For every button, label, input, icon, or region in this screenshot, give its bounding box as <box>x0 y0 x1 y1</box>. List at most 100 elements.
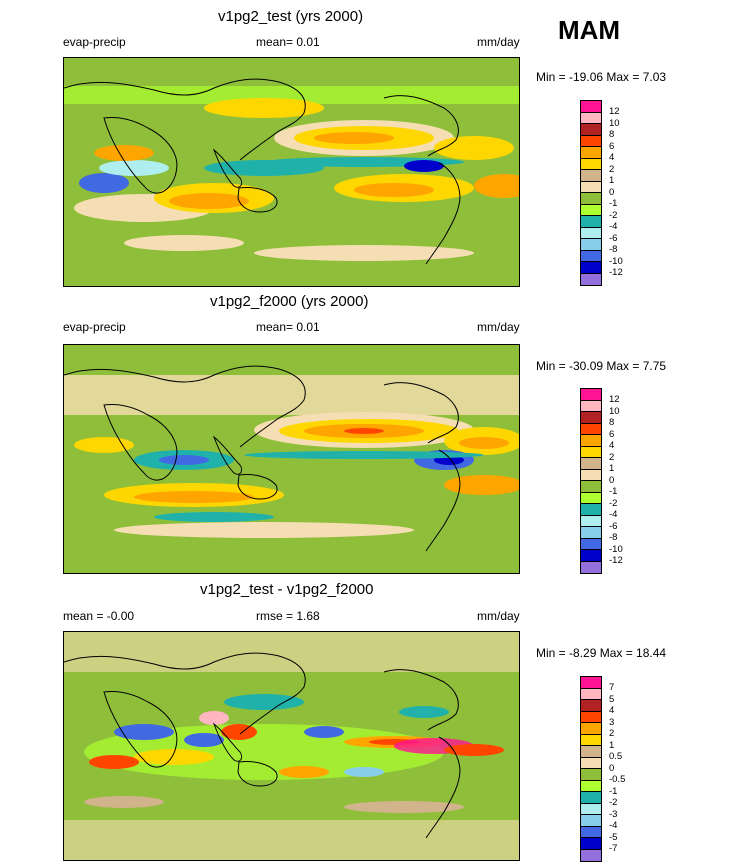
panel-1-tick: -4 <box>609 221 618 232</box>
panel-3-swatch <box>581 780 601 792</box>
panel-2-swatch <box>581 446 601 458</box>
panel-2-title: v1pg2_f2000 (yrs 2000) <box>210 293 369 310</box>
panel-1-tick: 0 <box>609 187 615 198</box>
panel-1-swatch <box>581 112 601 124</box>
panel-1-swatch <box>581 147 601 159</box>
panel-3-swatch <box>581 688 601 700</box>
panel-1-swatch <box>581 239 601 251</box>
panel-3-units: mm/day <box>477 609 520 623</box>
panel-1-title: v1pg2_test (yrs 2000) <box>218 8 364 25</box>
panel-3-swatch <box>581 746 601 758</box>
panel-2-swatch <box>581 412 601 424</box>
panel-3-swatch <box>581 711 601 723</box>
panel-3-tick: 3 <box>609 717 615 728</box>
panel-2-swatch <box>581 538 601 550</box>
panel-2-tick: -4 <box>609 509 618 520</box>
panel-3-swatch <box>581 838 601 850</box>
panel-3-tick: 7 <box>609 682 615 693</box>
panel-3-tick: 0.5 <box>609 751 623 762</box>
panel-3-swatch <box>581 769 601 781</box>
panel-3-swatch <box>581 734 601 746</box>
panel-2-tick: 2 <box>609 452 615 463</box>
panel-1-swatch <box>581 193 601 205</box>
panel-2-tick: 0 <box>609 475 615 486</box>
panel-2-swatch <box>581 550 601 562</box>
panel-2-minmax: Min = -30.09 Max = 7.75 <box>536 359 667 373</box>
panel-3-tick: -7 <box>609 843 618 854</box>
panel-1-tick: 1 <box>609 175 615 186</box>
panel-1-tick: 4 <box>609 152 615 163</box>
panel-3-tick: 2 <box>609 728 615 739</box>
panel-1-swatch <box>581 216 601 228</box>
panel-3-map-field <box>64 632 519 860</box>
panel-2-tick: -8 <box>609 532 618 543</box>
panel-2-tick: 4 <box>609 440 615 451</box>
panel-3-swatch <box>581 723 601 735</box>
panel-1-tick: -1 <box>609 198 618 209</box>
panel-3-tick: -1 <box>609 786 618 797</box>
panel-2-swatch <box>581 389 601 401</box>
panel-2-map-field <box>64 345 519 573</box>
panel-3-tick: 4 <box>609 705 615 716</box>
panel-2-swatch <box>581 435 601 447</box>
panel-2-swatch <box>581 481 601 493</box>
panel-1-tick: -2 <box>609 210 618 221</box>
panel-3-tick: 1 <box>609 740 615 751</box>
panel-1-swatch <box>581 250 601 262</box>
panel-2-map <box>63 344 520 574</box>
panel-2-swatch <box>581 515 601 527</box>
panel-2-tick: -10 <box>609 544 623 555</box>
panel-2-tick: -12 <box>609 555 623 566</box>
panel-1-swatch <box>581 170 601 182</box>
panel-3-tick: -5 <box>609 832 618 843</box>
panel-2-swatch <box>581 561 601 573</box>
panel-1-tick: -6 <box>609 233 618 244</box>
panel-3-swatch <box>581 803 601 815</box>
panel-2-tick: -2 <box>609 498 618 509</box>
panel-3-tick: -4 <box>609 820 618 831</box>
panel-3-tick: 5 <box>609 694 615 705</box>
panel-3-map <box>63 631 520 861</box>
panel-3-minmax: Min = -8.29 Max = 18.44 <box>536 646 667 660</box>
panel-3-tick: -0.5 <box>609 774 626 785</box>
panel-2-swatch <box>581 423 601 435</box>
panel-1-tick: 8 <box>609 129 615 140</box>
panel-1-swatch <box>581 101 601 113</box>
panel-2-tick: -1 <box>609 486 618 497</box>
panel-1-minmax: Min = -19.06 Max = 7.03 <box>536 70 667 84</box>
panel-3-colorbar <box>580 676 602 862</box>
panel-3-swatch <box>581 849 601 861</box>
panel-3-tick: 0 <box>609 763 615 774</box>
panel-1-mean: mean= 0.01 <box>256 35 320 49</box>
panel-3-swatch <box>581 757 601 769</box>
panel-2-mean: mean= 0.01 <box>256 320 320 334</box>
panel-1-tick: -12 <box>609 267 623 278</box>
panel-1-swatch <box>581 262 601 274</box>
panel-3-swatch <box>581 792 601 804</box>
panel-2-tick: 1 <box>609 463 615 474</box>
panel-1-tick: -10 <box>609 256 623 267</box>
panel-3-rmse: rmse = 1.68 <box>256 609 320 623</box>
panel-2-tick: 12 <box>609 394 620 405</box>
panel-1-swatch <box>581 273 601 285</box>
panel-1-tick: 10 <box>609 118 620 129</box>
panel-1-swatch <box>581 135 601 147</box>
panel-3-tick: -3 <box>609 809 618 820</box>
panel-1-tick: 2 <box>609 164 615 175</box>
panel-2-swatch <box>581 469 601 481</box>
panel-1-swatch <box>581 227 601 239</box>
panel-1-swatch <box>581 124 601 136</box>
panel-2-colorbar <box>580 388 602 574</box>
panel-1-tick: -8 <box>609 244 618 255</box>
panel-1-swatch <box>581 204 601 216</box>
panel-2-swatch <box>581 492 601 504</box>
panel-3-swatch <box>581 677 601 689</box>
panel-2-tick: 10 <box>609 406 620 417</box>
panel-2-units: mm/day <box>477 320 520 334</box>
panel-3-tick: -2 <box>609 797 618 808</box>
panel-2-swatch <box>581 458 601 470</box>
panel-2-tick: 6 <box>609 429 615 440</box>
panel-2-swatch <box>581 400 601 412</box>
panel-1-tick: 6 <box>609 141 615 152</box>
season-label: MAM <box>558 15 621 45</box>
